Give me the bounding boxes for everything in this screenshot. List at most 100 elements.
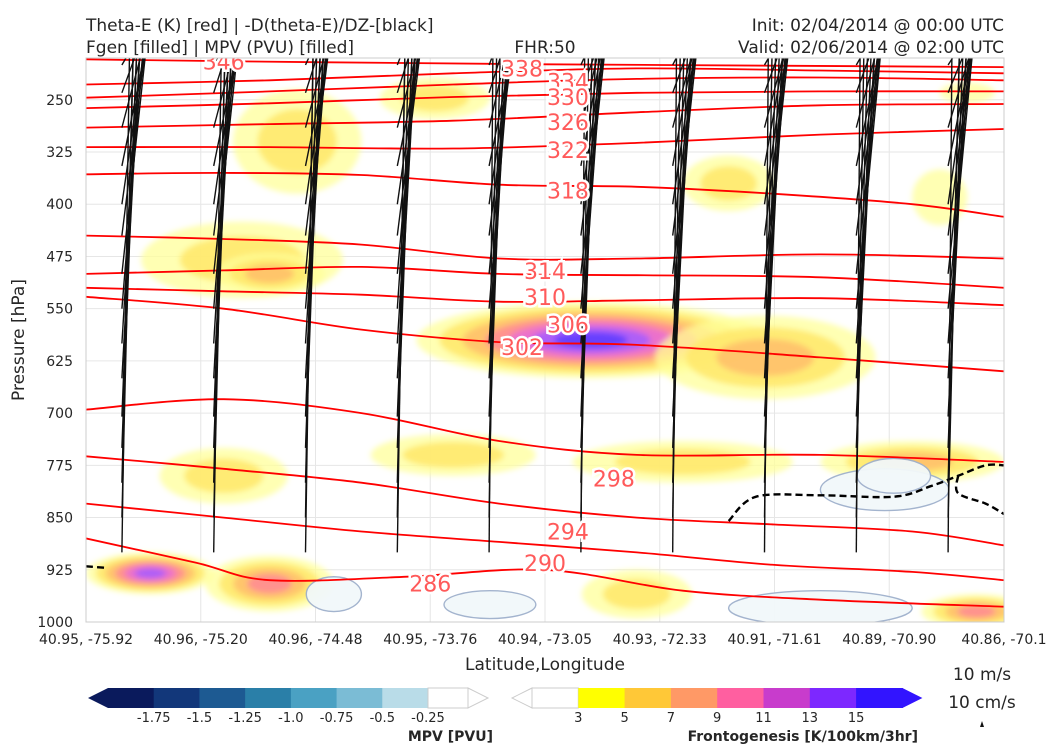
- theta-e-contour: [86, 286, 1004, 307]
- theta-e-contour: [86, 90, 1004, 109]
- frontogenesis-contour-5: [257, 109, 337, 174]
- wind-vector: [304, 58, 318, 94]
- frontogenesis-colorbar-tick: 13: [802, 711, 819, 726]
- title-left-line-2: Fgen [filled] | MPV (PVU) [filled]: [86, 38, 354, 58]
- frontogenesis-colorbar-tick: 9: [713, 711, 721, 726]
- wind-vector: [672, 58, 687, 94]
- theta-e-contours: [86, 58, 1004, 608]
- mpv-contour: [305, 576, 363, 613]
- frontogenesis-colorbar-swatch: [809, 688, 857, 708]
- theta-e-label-322: 322: [547, 139, 589, 164]
- frontogenesis-colorbar-tick: 3: [574, 711, 582, 726]
- mpv-colorbar-arrow-high: [467, 687, 490, 709]
- wind-vector: [947, 58, 964, 94]
- wind-vector: [213, 58, 222, 553]
- theta-e-contour-labels: 346 3383343303263223183143103063022982942…: [200, 50, 637, 600]
- theta-e-label-302: 302: [501, 336, 543, 361]
- y-tick-label: 1000: [37, 615, 73, 631]
- theta-e-contour: [86, 128, 1004, 150]
- frontogenesis-contour-5: [184, 458, 264, 493]
- frontogenesis-colorbar-swatch: [763, 688, 811, 708]
- wind-vector: [396, 58, 410, 94]
- mpv-colorbar-swatch: [245, 688, 292, 708]
- y-tick-label: 850: [46, 511, 73, 527]
- wind-vector: [947, 58, 973, 309]
- frontogenesis-colorbar-arrow-low: [510, 687, 533, 709]
- wind-vector: [488, 58, 501, 94]
- theta-e-label-314: 314: [524, 260, 566, 285]
- wind-vector: [672, 58, 678, 66]
- theta-e-contour: [86, 455, 1004, 547]
- wind-vector: [121, 58, 136, 94]
- mpv-colorbar-tick: -1.75: [137, 711, 171, 726]
- mpv-colorbar-swatch-neutral: [427, 687, 469, 709]
- mpv-colorbar-tick: -1.5: [187, 711, 212, 726]
- plot-frame: [85, 57, 1005, 623]
- wind-vector: [855, 58, 870, 94]
- stability-contour: [86, 565, 105, 569]
- wind-reference-label-vertical: 10 cm/s: [948, 693, 1016, 713]
- x-tick-label: 40.95, -75.92: [39, 632, 133, 648]
- y-axis-label: Pressure [hPa]: [9, 279, 29, 401]
- wind-vector: [947, 58, 970, 128]
- theta-e-label-346: 346: [203, 50, 245, 75]
- stability-contours: [86, 463, 1004, 569]
- mpv-colorbar-tick: -0.5: [370, 711, 395, 726]
- theta-e-label-318: 318: [547, 179, 589, 204]
- mpv-colorbar-arrow-low: [88, 688, 108, 708]
- frontogenesis-colorbar-label: Frontogenesis [K/100km/3hr]: [688, 729, 918, 745]
- theta-e-label-326: 326: [547, 111, 589, 136]
- theta-e-contour: [86, 76, 1004, 99]
- frontogenesis-colorbar-tick: 15: [848, 711, 865, 726]
- wind-vector: [121, 58, 131, 553]
- wind-vector: [672, 58, 693, 167]
- frontogenesis-colorbar-swatch: [578, 688, 626, 708]
- x-tick-label: 40.93, -72.33: [613, 632, 707, 648]
- wind-vector: [947, 58, 953, 553]
- theta-e-label-310: 310: [524, 286, 566, 311]
- mpv-colorbar-tick: -1.25: [228, 711, 262, 726]
- wind-vector: [396, 58, 406, 553]
- frontogenesis-colorbar-tick: 11: [755, 711, 772, 726]
- y-tick-label: 475: [46, 249, 73, 265]
- mpv-contour: [727, 589, 913, 622]
- x-tick-label: 40.95, -73.76: [383, 632, 477, 648]
- wind-vector: [763, 58, 769, 553]
- theta-e-label-306: 306: [547, 314, 589, 339]
- mpv-colorbar-tick: -0.75: [320, 711, 354, 726]
- y-tick-label: 550: [46, 302, 73, 318]
- x-tick-label: 40.96, -74.48: [268, 632, 362, 648]
- frontogenesis-colorbar-swatch: [717, 688, 764, 708]
- wind-vector: [580, 58, 585, 66]
- frontogenesis-colorbar-swatch: [670, 688, 718, 708]
- theta-e-contour: [86, 295, 1004, 373]
- title-left-line-1: Theta-E (K) [red] | -D(theta-E)/DZ-[blac…: [85, 16, 434, 36]
- mpv-colorbar-swatch: [108, 688, 155, 708]
- wind-vector: [763, 58, 778, 94]
- frontogenesis-colorbar-arrow-high: [902, 688, 923, 708]
- mpv-colorbar: -1.75 -1.5 -1.25 -1.0 -0.75 -0.5 -0.25: [88, 687, 490, 726]
- mpv-contour: [443, 589, 537, 620]
- y-tick-label: 250: [46, 93, 73, 109]
- frontogenesis-colorbar-swatch: [624, 688, 672, 708]
- mpv-colorbar-tick: -1.0: [278, 711, 303, 726]
- stability-contour: [727, 463, 1004, 522]
- frontogenesis-colorbar-tick: 7: [667, 711, 675, 726]
- frontogenesis-colorbar-swatch-neutral: [531, 687, 579, 709]
- wind-vector: [488, 58, 494, 553]
- y-tick-label: 925: [46, 563, 73, 579]
- y-tick-label: 775: [46, 458, 73, 474]
- x-tick-label: 40.94, -73.05: [498, 632, 592, 648]
- mpv-colorbar-tick: -0.25: [411, 711, 445, 726]
- mpv-contour: [856, 457, 932, 494]
- theta-e-contour: [86, 502, 1004, 582]
- title-valid-time: Valid: 02/06/2014 @ 02:00 UTC: [738, 38, 1004, 58]
- wind-vector: [304, 58, 314, 553]
- y-tick-label: 400: [46, 197, 73, 213]
- mpv-colorbar-label: MPV [PVU]: [408, 729, 493, 745]
- theta-e-label-334: 334: [547, 71, 589, 96]
- stability-contour: [954, 475, 1004, 516]
- wind-vectors: [121, 58, 973, 553]
- x-axis-ticks: 40.95, -75.92 40.96, -75.20 40.96, -74.48 4…: [39, 632, 1047, 648]
